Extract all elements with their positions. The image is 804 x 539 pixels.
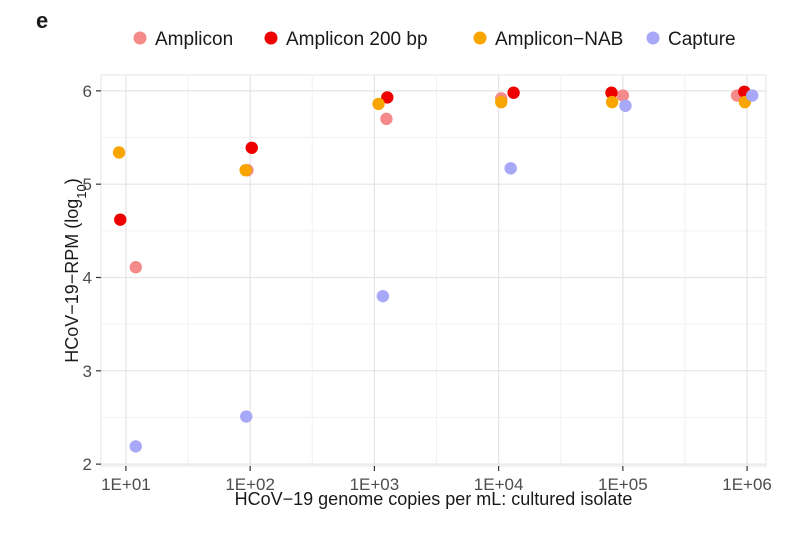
data-point	[605, 86, 618, 99]
y-axis-title-suffix: )	[62, 178, 82, 184]
y-tick-label: 3	[83, 362, 92, 381]
panel-label: e	[36, 8, 49, 33]
data-point	[616, 89, 630, 102]
legend-label: Amplicon 200 bp	[286, 29, 428, 50]
data-point	[129, 440, 142, 453]
y-tick-label: 4	[83, 268, 92, 287]
x-tick-label: 1E+03	[350, 475, 400, 494]
x-tick-label: 1E+02	[225, 475, 275, 494]
y-tick-label: 5	[83, 175, 92, 194]
x-axis-title: HCoV−19 genome copies per mL: cultured i…	[235, 489, 633, 509]
data-point	[240, 410, 253, 423]
data-point	[381, 91, 394, 104]
data-point	[114, 213, 127, 226]
data-point	[372, 97, 385, 111]
legend-key	[646, 31, 660, 45]
minor-gridlines	[101, 75, 766, 466]
y-axis-title: HCoV−19−RPM (log10)	[62, 178, 89, 363]
data-point	[746, 89, 759, 102]
y-axis-title-main: HCoV−19−RPM (log	[62, 199, 82, 363]
data-point	[112, 146, 126, 159]
x-tick-label: 1E+04	[474, 475, 524, 494]
legend-label: Amplicon−NAB	[495, 29, 623, 50]
data-point	[504, 162, 517, 175]
legend-label: Amplicon	[155, 29, 233, 50]
legend-key	[133, 31, 147, 45]
data-point	[380, 112, 393, 126]
x-tick-label: 1E+01	[101, 475, 151, 494]
data-point	[507, 86, 520, 99]
data-point	[376, 289, 390, 303]
y-tick-label: 2	[83, 455, 92, 474]
data-point	[129, 261, 142, 274]
legend-label: Capture	[668, 29, 736, 50]
legend-key	[264, 31, 278, 45]
data-point	[619, 99, 632, 112]
data-point	[239, 163, 252, 177]
y-axis-title-subscript: 10	[74, 184, 89, 198]
y-tick-label: 6	[83, 82, 92, 101]
series-capture	[129, 89, 759, 453]
major-gridlines	[101, 75, 766, 466]
legend-key	[473, 31, 487, 45]
plot-panel	[100, 74, 767, 467]
x-tick-label: 1E+06	[722, 475, 772, 494]
data-point	[245, 141, 258, 154]
data-point	[495, 95, 508, 109]
x-tick-label: 1E+05	[598, 475, 648, 494]
data-point	[605, 95, 619, 109]
